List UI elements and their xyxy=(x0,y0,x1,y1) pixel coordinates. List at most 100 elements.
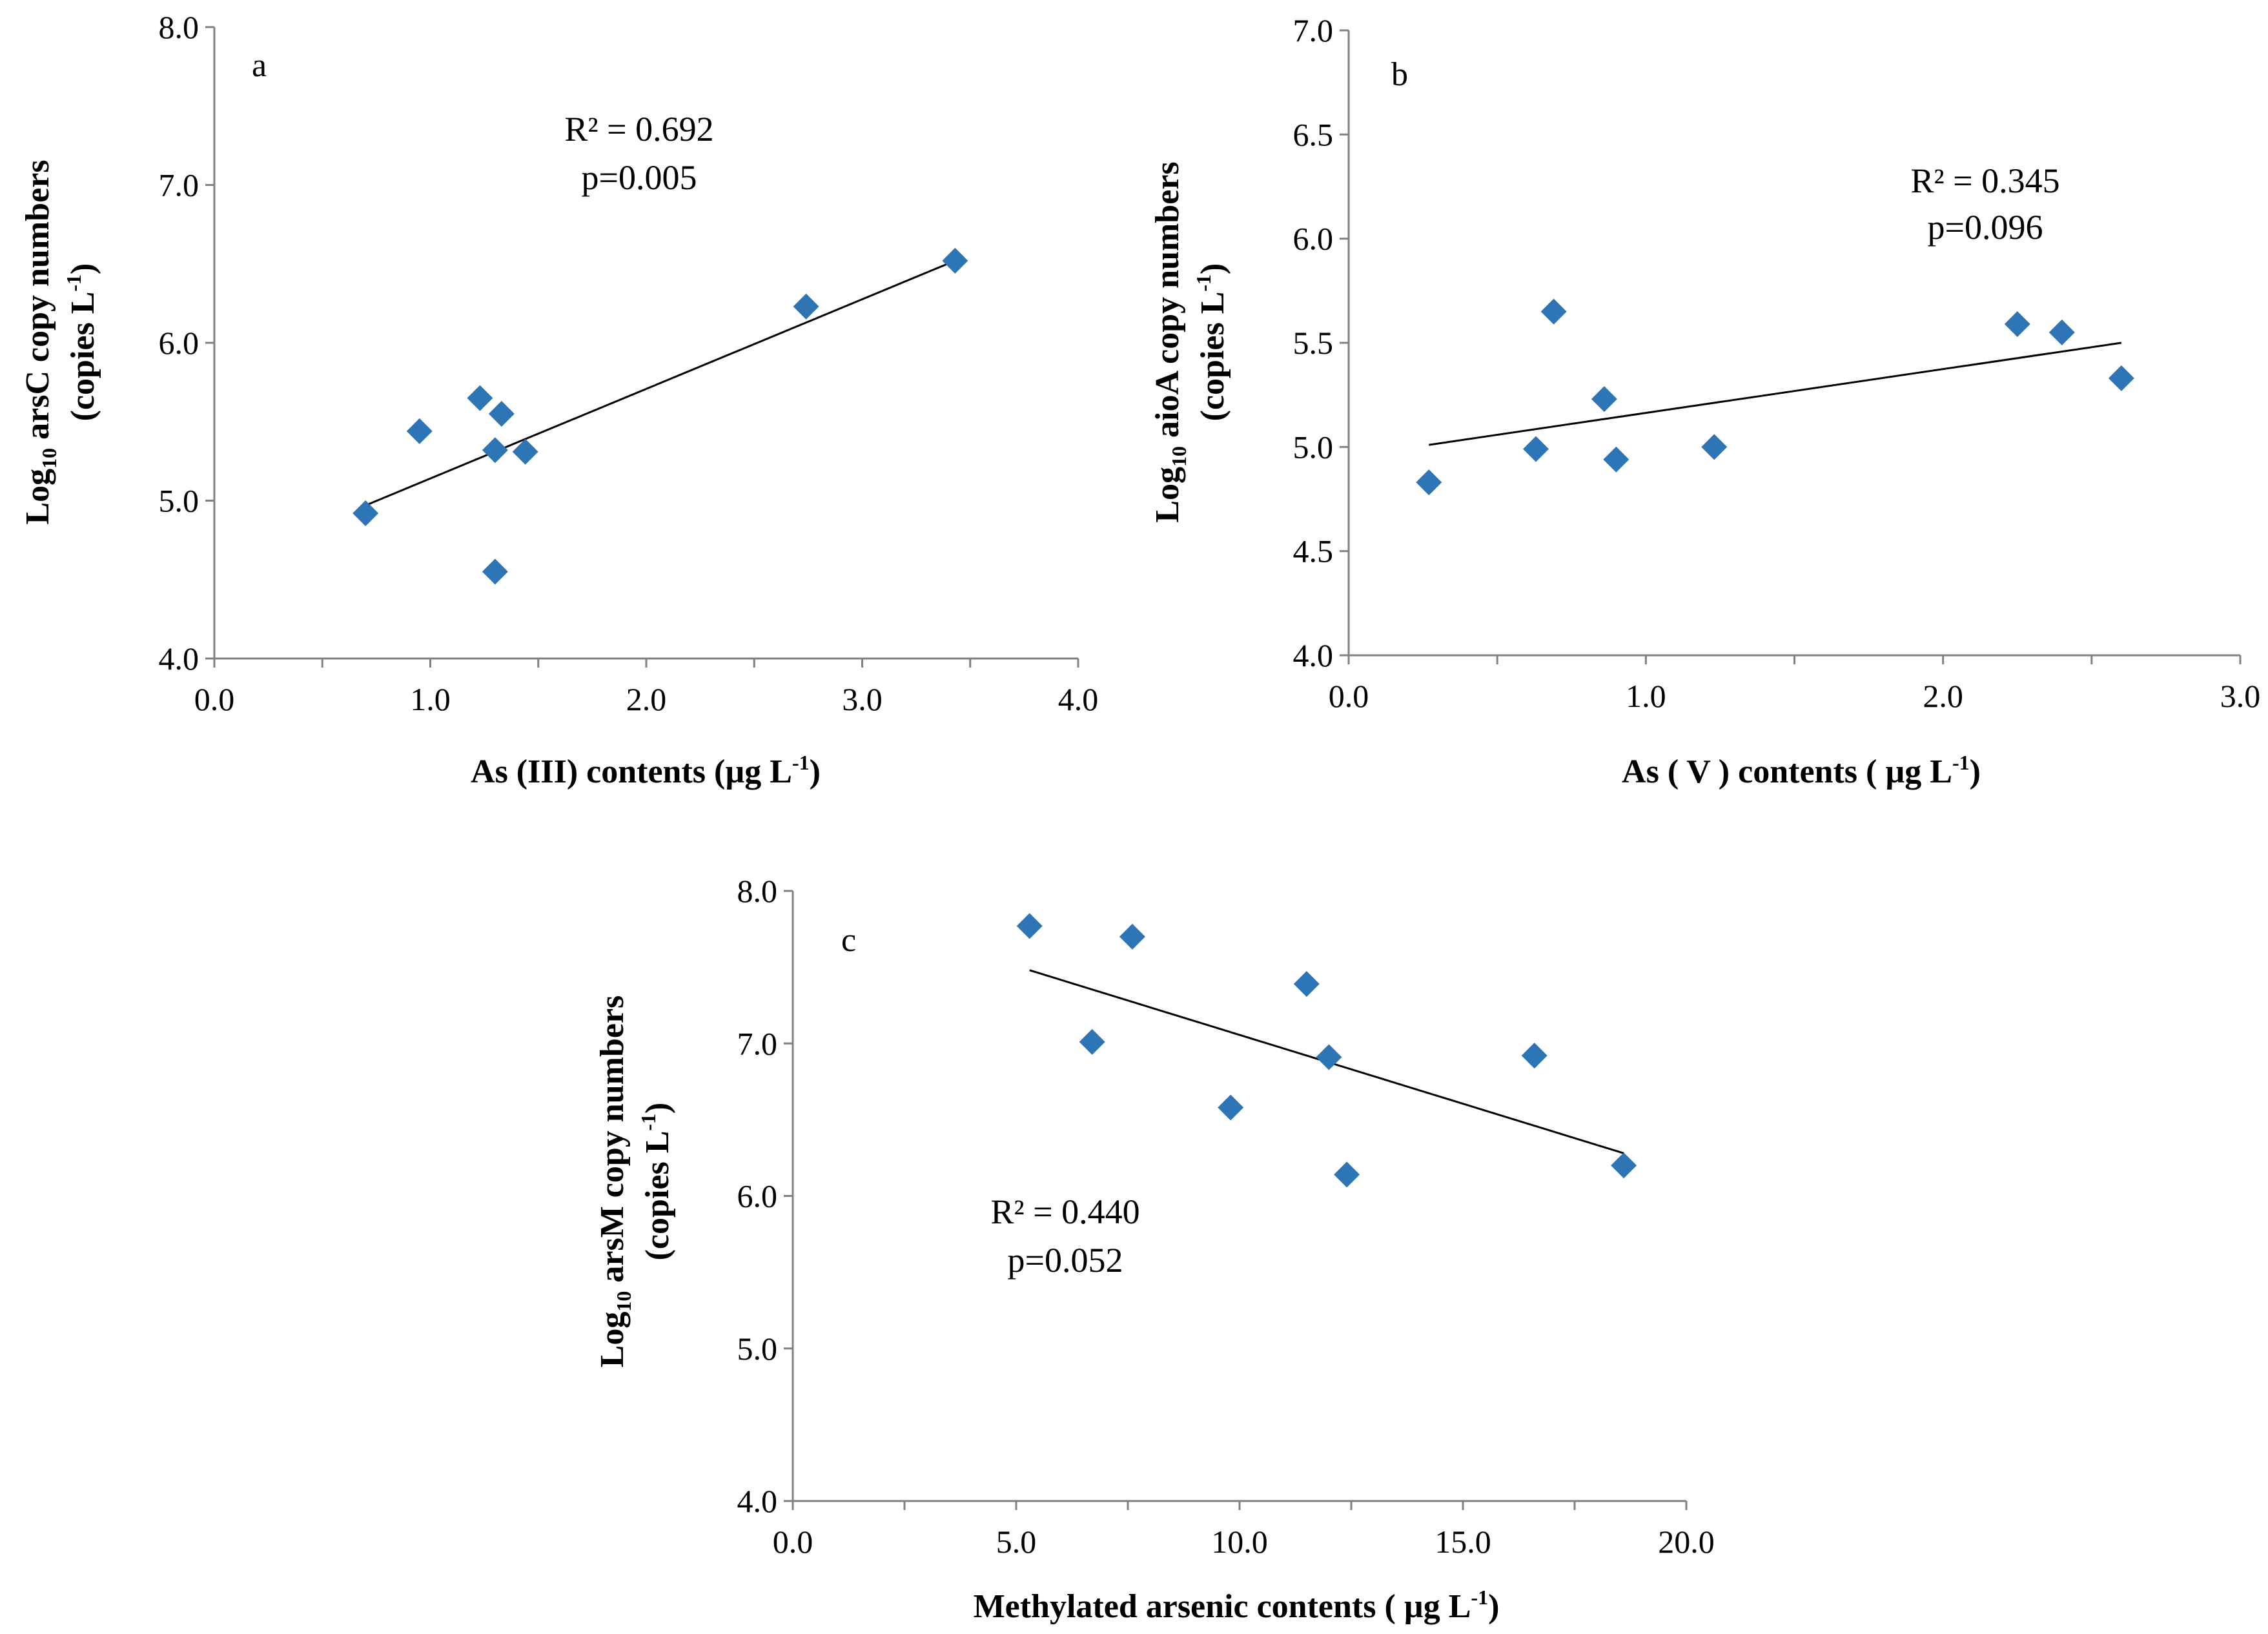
panel-a-label: a xyxy=(252,47,267,84)
panel-b-data-point-5 xyxy=(1603,446,1629,473)
panel-a-trendline xyxy=(365,260,955,507)
panel-c-r2: R² = 0.440 xyxy=(990,1192,1139,1231)
panel-a-x-title: As (III) contents (µg L-1) xyxy=(471,751,821,790)
panel-b-y-title-sub: 10 xyxy=(1167,446,1190,467)
panel-b-ticks: 4.0 4.5 5.0 5.5 6.0 6.5 7.0 0.0 1.0 2.0 3.0 xyxy=(1293,12,2261,714)
panel-b-ytick-label: 4.0 xyxy=(1293,637,1334,673)
panel-a-y-title-unit-sup: -1 xyxy=(62,274,85,292)
panel-c-xtick-label: 15.0 xyxy=(1435,1524,1491,1560)
panel-b-y-title-unit-end: ) xyxy=(1194,263,1231,274)
svg-text:Log10 aioA copy numbers: Log10 aioA copy numbers xyxy=(1149,161,1190,522)
panel-b-ytick-label: 4.5 xyxy=(1293,533,1334,569)
panel-c-pvalue: p=0.052 xyxy=(1008,1241,1123,1280)
panel-c-data-point-2 xyxy=(1079,1028,1105,1055)
panel-c-y-title-sub: 10 xyxy=(612,1291,635,1312)
panel-a-data-point-8 xyxy=(793,293,819,320)
panel-b-data-point-9 xyxy=(2108,365,2134,391)
panel-c-xtick-label: 5.0 xyxy=(996,1524,1037,1560)
panel-b-data-point-3 xyxy=(1540,298,1567,325)
panel-b-label: b xyxy=(1391,56,1408,93)
panel-b-axes xyxy=(1347,30,2240,657)
panel-b-trendline xyxy=(1429,342,2122,446)
panel-c-label: c xyxy=(841,922,856,959)
panel-b-y-title-gene: aioA copy numbers xyxy=(1149,161,1186,446)
panel-c-data-point-4 xyxy=(1218,1094,1244,1121)
panel-b-xtick-label: 2.0 xyxy=(1923,678,1963,714)
panel-c-y-title-unit-end: ) xyxy=(639,1103,676,1114)
panel-c-xtick-label: 0.0 xyxy=(773,1524,813,1560)
panel-c-y-title-gene: arsM copy numbers xyxy=(594,996,631,1291)
panel-b-x-title: As ( V ) contents ( µg L-1) xyxy=(1622,751,1981,790)
panel-c-x-title: Methylated arsenic contents ( µg L-1) xyxy=(974,1586,1500,1625)
svg-text:(copies L-1): (copies L-1) xyxy=(1192,263,1231,422)
panel-b-aioa-vs-as5: 4.0 4.5 5.0 5.5 6.0 6.5 7.0 0.0 1.0 2.0 3.0 b R² =… xyxy=(1149,12,2260,790)
panel-a-x-title-end: ) xyxy=(810,753,821,790)
panel-a-xtick-label: 2.0 xyxy=(626,681,667,717)
panel-a-ytick-label: 8.0 xyxy=(159,9,199,45)
panel-c-y-title-log: Log xyxy=(594,1312,631,1368)
panel-a-points xyxy=(352,247,968,585)
panel-a-data-point-2 xyxy=(406,418,433,444)
panel-a-data-point-7 xyxy=(512,438,538,465)
panel-c-y-title-unit-sup: -1 xyxy=(637,1114,660,1131)
panel-b-pvalue: p=0.096 xyxy=(1928,208,2043,247)
panel-c-ytick-label: 4.0 xyxy=(737,1483,778,1519)
panel-c-points xyxy=(1016,913,1637,1188)
panel-a-xtick-label: 3.0 xyxy=(842,681,883,717)
panel-b-data-point-4 xyxy=(1591,386,1617,413)
panel-a-data-point-5 xyxy=(482,558,508,585)
panel-c-data-point-1 xyxy=(1016,913,1043,939)
panel-a-data-point-6 xyxy=(488,401,515,427)
panel-c-ytick-label: 7.0 xyxy=(737,1025,778,1061)
panel-a-ytick-label: 4.0 xyxy=(159,640,199,677)
panel-c-data-point-9 xyxy=(1611,1152,1637,1179)
panel-a-x-title-main: As (III) contents (µg L xyxy=(471,753,792,790)
panel-c-y-title-unit: (copies L xyxy=(639,1131,676,1261)
panel-b-ytick-label: 6.0 xyxy=(1293,221,1334,257)
panel-a-xtick-label: 0.0 xyxy=(194,681,235,717)
panel-a-y-title-gene: arsC copy numbers xyxy=(19,159,56,447)
panel-b-y-title-log: Log xyxy=(1149,467,1186,523)
panel-b-ytick-label: 5.0 xyxy=(1293,429,1334,465)
svg-text:Log10 arsC copy numbers: Log10 arsC copy numbers xyxy=(19,159,61,524)
panel-a-x-title-sup: -1 xyxy=(792,751,810,774)
panel-a-ticks: 4.0 5.0 6.0 7.0 8.0 0.0 1.0 2.0 3.0 4.0 xyxy=(159,9,1099,717)
panel-a-pvalue: p=0.005 xyxy=(582,158,697,197)
panel-a-ytick-label: 7.0 xyxy=(159,167,199,203)
panel-c-ticks: 4.0 5.0 6.0 7.0 8.0 0.0 5.0 10.0 15.0 20.0 xyxy=(737,873,1715,1560)
panel-a-y-title-unit: (copies L xyxy=(65,292,101,422)
panel-c-axes xyxy=(792,891,1686,1502)
panel-a-r2: R² = 0.692 xyxy=(564,110,713,148)
svg-text:(copies L-1): (copies L-1) xyxy=(62,263,101,422)
panel-c-ytick-label: 8.0 xyxy=(737,873,778,909)
panel-b-ytick-label: 5.5 xyxy=(1293,325,1334,361)
panel-c-y-title: Log10 arsM copy numbers (copies L-1) xyxy=(594,996,676,1368)
panel-b-y-title-unit: (copies L xyxy=(1194,292,1231,422)
panel-b-ytick-label: 6.5 xyxy=(1293,116,1334,152)
panel-a-y-title-unit-end: ) xyxy=(65,263,101,274)
panel-b-r2: R² = 0.345 xyxy=(1910,161,2059,200)
panel-a-y-title: Log10 arsC copy numbers (copies L-1) xyxy=(19,159,101,524)
panel-a-ytick-label: 5.0 xyxy=(159,483,199,519)
panel-c-xtick-label: 20.0 xyxy=(1658,1524,1715,1560)
panel-c-arsm-vs-methylated: 4.0 5.0 6.0 7.0 8.0 0.0 5.0 10.0 15.0 20.0 c R² =… xyxy=(594,873,1715,1625)
panel-c-x-title-main: Methylated arsenic contents ( µg L xyxy=(974,1588,1471,1625)
panel-c-x-title-end: ) xyxy=(1488,1588,1499,1625)
panel-a-y-title-sub: 10 xyxy=(37,448,61,469)
panel-b-x-title-sup: -1 xyxy=(1952,751,1970,774)
panel-c-x-title-sup: -1 xyxy=(1471,1586,1488,1609)
panel-c-ytick-label: 5.0 xyxy=(737,1331,778,1367)
panel-b-x-title-main: As ( V ) contents ( µg L xyxy=(1622,753,1952,790)
panel-b-ytick-label: 7.0 xyxy=(1293,12,1334,48)
panel-c-xtick-label: 10.0 xyxy=(1211,1524,1268,1560)
panel-a-data-point-9 xyxy=(942,247,968,274)
panel-b-x-title-end: ) xyxy=(1970,753,1981,790)
panel-a-data-point-4 xyxy=(482,437,508,464)
panel-a-arsc-vs-as3: 4.0 5.0 6.0 7.0 8.0 0.0 1.0 2.0 3.0 4.0 a R² = 0.… xyxy=(19,9,1098,790)
panel-b-xtick-label: 1.0 xyxy=(1626,678,1666,714)
panel-a-ytick-label: 6.0 xyxy=(159,325,199,361)
panel-a-data-point-1 xyxy=(352,500,379,527)
panel-b-data-point-1 xyxy=(1416,469,1442,496)
panel-b-data-point-7 xyxy=(2004,311,2030,337)
panel-c-data-point-3 xyxy=(1119,923,1145,950)
